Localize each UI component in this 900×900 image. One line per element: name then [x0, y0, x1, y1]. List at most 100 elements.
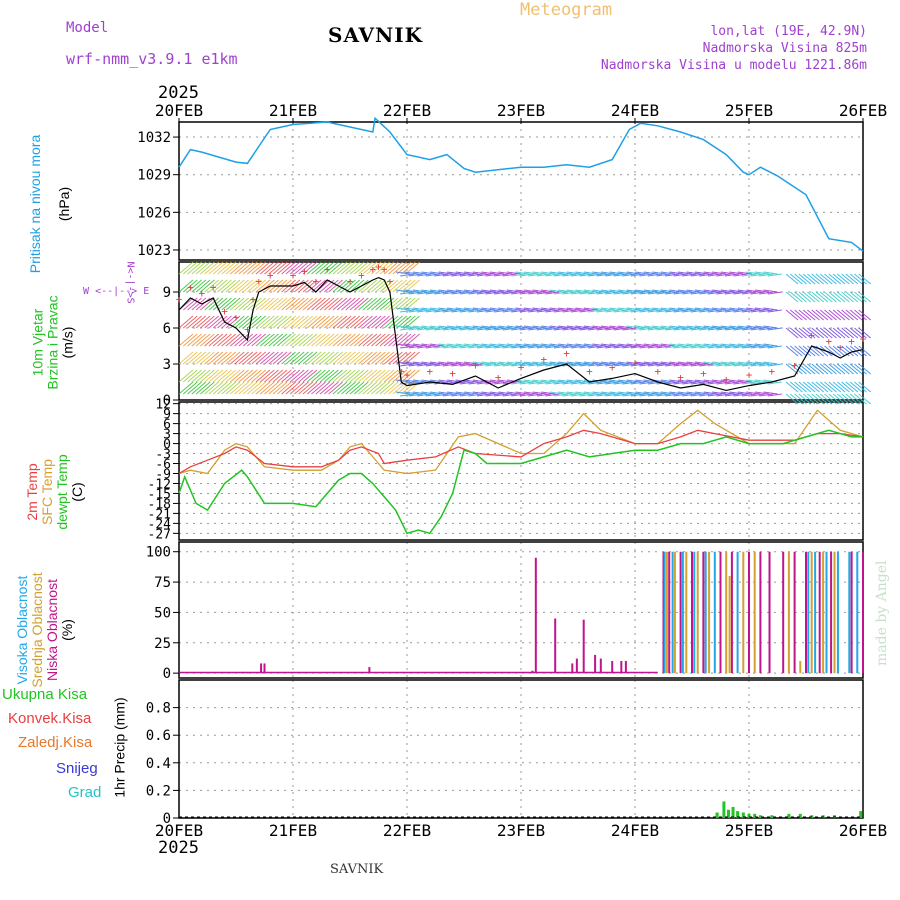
wind-barb — [532, 325, 547, 329]
wind-barb — [767, 273, 782, 277]
wind-barb — [366, 351, 382, 365]
wind-barb — [600, 289, 616, 293]
wind-barb — [553, 291, 569, 295]
wind-barb — [673, 273, 688, 277]
wind-barb — [759, 273, 774, 277]
wind-barb — [502, 273, 517, 277]
wind-barb — [609, 307, 624, 311]
wind-barb — [358, 261, 373, 275]
wind-barb — [494, 393, 509, 397]
wind-barb — [660, 343, 675, 347]
wind-barb — [195, 333, 211, 347]
wind-barb — [362, 315, 378, 329]
wind-barb — [255, 315, 271, 329]
wind-barb — [669, 307, 684, 311]
wind-barb — [536, 363, 551, 367]
wind-barb — [408, 345, 423, 349]
wind-barb — [575, 361, 590, 365]
wind-barb — [828, 393, 842, 405]
wind-barb — [442, 273, 457, 277]
wind-barb — [588, 363, 603, 367]
wind-barb — [311, 333, 326, 347]
wind-barb — [690, 363, 705, 367]
wind-barb — [247, 261, 262, 275]
wind-barb — [648, 327, 663, 331]
year-top: 2025 — [158, 83, 199, 103]
wind-barb — [272, 261, 288, 275]
wind-gust-mark: + — [723, 373, 730, 386]
wind-barb — [425, 345, 440, 349]
wind-barb — [481, 325, 496, 329]
wind-barb — [259, 369, 275, 383]
wind-barb — [854, 345, 867, 357]
wind-barb — [417, 309, 432, 313]
wind-barb — [392, 261, 408, 275]
wind-barb — [375, 351, 390, 365]
wind-barb — [763, 271, 778, 275]
wind-barb — [648, 345, 663, 349]
footer-station: SAVNIK — [330, 862, 384, 877]
wind-barb — [524, 391, 539, 395]
wind-barb — [682, 381, 697, 385]
wind-barb — [400, 381, 416, 395]
y-tick-label: 1029 — [137, 168, 171, 184]
wind-barb — [592, 271, 607, 275]
wind-barb — [742, 363, 757, 367]
wind-barb — [281, 297, 296, 311]
wind-barb — [648, 393, 663, 397]
wind-barb — [255, 369, 271, 383]
wind-barb — [285, 333, 301, 347]
wind-barb — [528, 291, 543, 295]
wind-barb — [455, 325, 470, 329]
wind-barb — [375, 369, 390, 383]
wind-barb — [794, 345, 807, 357]
wind-barb — [815, 393, 829, 405]
wind-barb — [707, 327, 722, 331]
wind-barb — [289, 369, 305, 383]
wind-barb — [742, 309, 757, 313]
wind-barb — [742, 273, 757, 277]
wind-barb — [459, 381, 475, 385]
wind-barb — [472, 391, 487, 395]
wind-barb — [841, 291, 854, 303]
wind-barb — [481, 391, 496, 395]
wind-barb — [807, 345, 820, 357]
wind-barb — [481, 289, 496, 293]
wind-barb — [699, 363, 714, 367]
wind-barb — [494, 309, 509, 313]
wind-barb — [849, 273, 863, 285]
wind-barb — [652, 289, 667, 293]
wind-barb — [417, 393, 432, 397]
wind-barb — [630, 381, 646, 385]
wind-barb — [178, 261, 194, 275]
wind-barb — [264, 381, 279, 395]
wind-barb — [811, 273, 825, 285]
wind-barb — [648, 273, 663, 277]
wind-barb — [242, 351, 258, 365]
wind-barb — [858, 273, 872, 285]
wind-barb — [208, 351, 224, 365]
precip-bar — [731, 806, 735, 818]
wind-barb — [264, 297, 279, 311]
wind-gust-mark: + — [250, 293, 257, 306]
wind-barb — [311, 351, 326, 365]
wind-barb — [408, 327, 423, 331]
wind-barb — [588, 393, 603, 397]
wind-barb — [341, 279, 356, 293]
wind-barb — [298, 333, 314, 347]
wind-barb — [618, 361, 633, 365]
wind-barb — [541, 361, 556, 365]
wind-barb — [459, 309, 475, 313]
wind-gust-mark: + — [381, 263, 388, 276]
wind-barb — [498, 391, 513, 395]
precip-axis-label: 1hr Precip (mm) — [112, 683, 128, 813]
wind-barb — [332, 351, 348, 365]
wind-compass-arrow: <--|--> — [95, 286, 138, 297]
wind-barb — [306, 261, 322, 275]
wind-barb — [824, 393, 837, 405]
wind-barb — [221, 297, 237, 311]
wind-barb — [592, 361, 607, 365]
wind-barb — [251, 369, 267, 383]
wind-barb — [841, 345, 854, 357]
legend-total-rain: Ukupna Kisa — [2, 686, 88, 703]
